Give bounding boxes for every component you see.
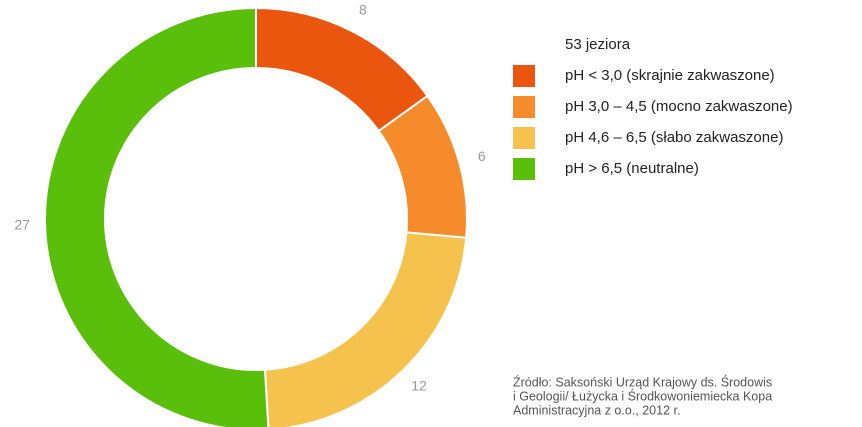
legend-swatch [513, 127, 535, 149]
donut-segment [263, 231, 468, 427]
legend-swatch [513, 65, 535, 87]
data-label: 6 [478, 148, 486, 164]
legend-swatch [513, 158, 535, 180]
legend-label: pH 4,6 – 6,5 (słabo zakwaszone) [565, 129, 783, 146]
donut-segment [44, 6, 270, 427]
data-label: 12 [411, 378, 427, 394]
legend-label: pH > 6,5 (neutralne) [565, 160, 699, 177]
source-note: Administracyjna z o.o., 2012 r. [513, 403, 680, 417]
donut-segment [255, 6, 429, 133]
legend-title: 53 jeziora [565, 36, 631, 53]
data-label: 27 [14, 217, 30, 233]
source-note: i Geologii/ Łużycka i Środkowoniemiecka … [513, 388, 772, 403]
legend-label: pH 3,0 – 4,5 (mocno zakwaszone) [565, 98, 793, 115]
data-label: 8 [359, 2, 367, 18]
legend-label: pH < 3,0 (skrajnie zakwaszone) [565, 67, 775, 84]
legend-swatch [513, 96, 535, 118]
source-note: Źródło: Saksoński Urząd Krajowy ds. Środ… [513, 374, 772, 389]
